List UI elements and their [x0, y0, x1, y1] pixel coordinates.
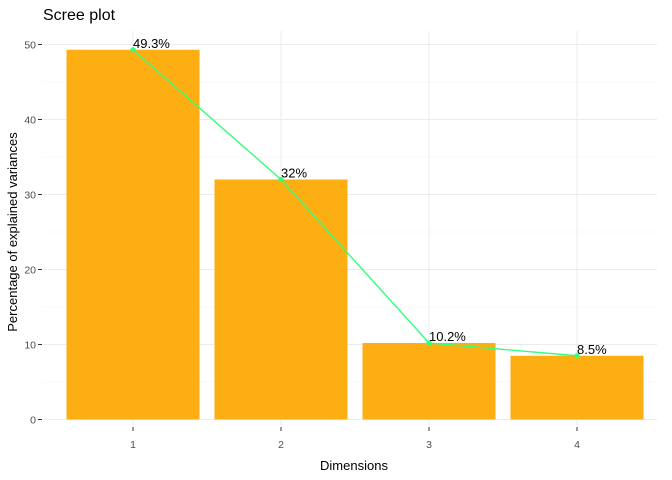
x-tick-label: 2	[278, 439, 284, 451]
chart-title: Scree plot	[43, 7, 116, 24]
bar-1	[66, 49, 200, 420]
y-axis-title: Percentage of explained variances	[5, 132, 20, 332]
trend-point-1	[130, 47, 136, 53]
trend-point-4	[574, 353, 580, 359]
bar-2	[214, 179, 348, 420]
trend-point-3	[426, 340, 432, 346]
x-axis: 1 2 3 4	[130, 427, 580, 451]
x-tick-label: 3	[426, 439, 432, 451]
y-tick-label: 0	[30, 414, 36, 426]
data-label-3: 10.2%	[429, 329, 466, 344]
y-axis: 0 10 20 30 40 50	[24, 39, 42, 426]
data-label-1: 49.3%	[133, 36, 170, 51]
y-tick-label: 30	[24, 189, 36, 201]
trend-polyline	[132, 49, 578, 357]
y-tick-label: 40	[24, 114, 36, 126]
data-label-4: 8.5%	[577, 342, 607, 357]
data-labels: 49.3% 32% 10.2% 8.5%	[133, 36, 607, 357]
trend-point-2	[278, 176, 284, 183]
y-tick-label: 20	[24, 264, 36, 276]
bar-3	[362, 343, 496, 420]
bars	[66, 49, 644, 420]
trend-line	[130, 47, 580, 359]
x-axis-title: Dimensions	[320, 458, 388, 473]
y-tick-label: 50	[24, 39, 36, 51]
y-tick-label: 10	[24, 339, 36, 351]
data-label-2: 32%	[281, 166, 307, 181]
x-tick-label: 4	[574, 439, 580, 451]
x-tick-label: 1	[130, 439, 136, 451]
bar-4	[510, 355, 644, 420]
